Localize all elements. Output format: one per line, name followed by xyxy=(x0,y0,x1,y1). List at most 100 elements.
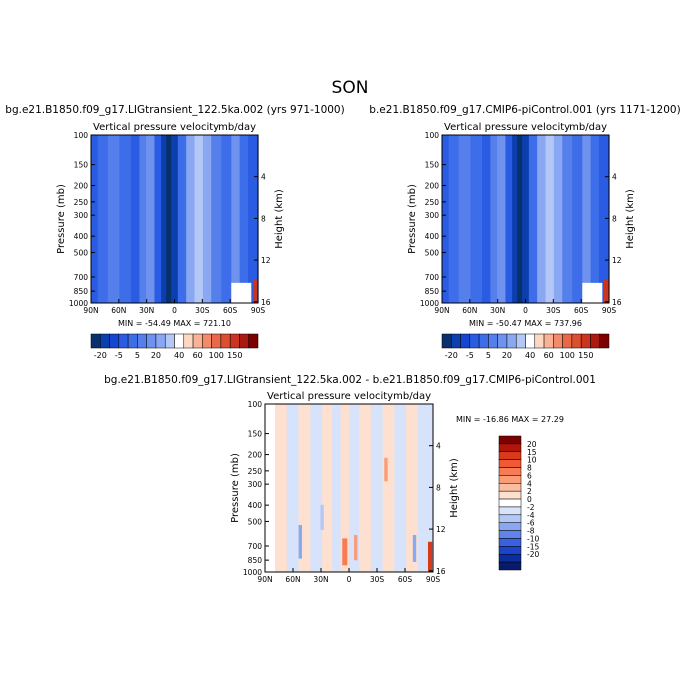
min-max-stats: MIN = -54.49 MAX = 721.10 xyxy=(118,319,231,328)
field-band xyxy=(442,135,450,303)
colorbar-swatch xyxy=(498,553,522,563)
y-tick-label: 850 xyxy=(74,287,89,296)
field-band xyxy=(448,135,460,303)
y-tick-label: 500 xyxy=(74,248,89,257)
panel-subtitle: Vertical pressure velocity xyxy=(444,122,570,133)
y-tick-label: 100 xyxy=(248,400,263,409)
y2-tick-label: 8 xyxy=(612,214,617,223)
field-band xyxy=(322,404,333,572)
colorbar-swatch xyxy=(100,333,110,349)
y2-tick-label: 4 xyxy=(436,442,441,451)
anomaly-patch xyxy=(384,457,388,482)
colorbar-swatch xyxy=(441,333,452,349)
anomaly-patch xyxy=(427,541,433,572)
colorbar-label: 2 xyxy=(527,487,532,496)
y-tick-label: 250 xyxy=(248,467,263,476)
colorbar-swatch xyxy=(497,333,508,349)
panel-lig-transient: bg.e21.B1850.f09_g17.LIGtransient_122.5k… xyxy=(5,104,344,360)
field-band xyxy=(119,135,132,303)
field-band xyxy=(528,135,538,303)
x-tick-label: 90N xyxy=(83,306,98,315)
y2-tick-label: 16 xyxy=(261,298,271,307)
x-tick-label: 60N xyxy=(462,306,477,315)
field-band xyxy=(107,135,120,303)
field-band xyxy=(349,404,360,572)
y-tick-label: 200 xyxy=(74,182,89,191)
field-band xyxy=(139,135,147,303)
y-tick-label: 250 xyxy=(74,198,89,207)
colorbar-swatch xyxy=(498,514,522,523)
field-band xyxy=(202,135,212,303)
y-tick-label: 1000 xyxy=(69,299,88,308)
field-band xyxy=(482,135,492,303)
y-tick-label: 150 xyxy=(248,430,263,439)
colorbar-swatch xyxy=(498,546,522,555)
colorbar-swatch xyxy=(498,506,522,516)
panel-title: b.e21.B1850.f09_g17.CMIP6-piControl.001 … xyxy=(369,104,680,116)
field-band xyxy=(458,135,471,303)
colorbar-swatch xyxy=(498,451,522,460)
y2-tick-label: 4 xyxy=(612,173,617,182)
colorbar-swatch xyxy=(525,333,536,349)
field-band xyxy=(497,135,507,303)
colorbar-swatch xyxy=(451,333,461,349)
field-band xyxy=(598,135,610,303)
x-tick-label: 60S xyxy=(574,306,589,315)
field-band xyxy=(505,135,513,303)
field-band xyxy=(359,404,372,572)
colorbar-label: 20 xyxy=(527,440,537,449)
colorbar-swatch xyxy=(515,333,526,349)
colorbar-label: 100 xyxy=(209,351,224,360)
colorbar-label: 8 xyxy=(527,464,532,473)
field-band xyxy=(239,135,249,303)
y2-axis-label: Height (km) xyxy=(625,189,636,249)
y2-tick-label: 8 xyxy=(261,214,266,223)
colorbar-swatch xyxy=(127,333,138,349)
colorbar-swatch xyxy=(183,333,194,349)
x-tick-label: 90N xyxy=(257,575,272,584)
colorbar-swatch xyxy=(239,333,249,349)
field-band xyxy=(553,135,563,303)
y2-axis-label: Height (km) xyxy=(274,189,285,249)
anomaly-patch xyxy=(412,535,417,562)
colorbar-label: 20 xyxy=(151,351,161,360)
field-band xyxy=(211,135,222,303)
field-band xyxy=(370,404,384,572)
colorbar-label: 40 xyxy=(174,351,184,360)
y-axis-label: Pressure (mb) xyxy=(230,453,241,523)
y2-tick-label: 12 xyxy=(612,256,622,265)
field-band xyxy=(582,135,592,303)
colorbar-swatch xyxy=(498,467,522,476)
y-tick-label: 150 xyxy=(425,161,440,170)
colorbar-label: -15 xyxy=(527,542,539,551)
colorbar-swatch xyxy=(164,333,175,349)
colorbar-swatch xyxy=(488,333,498,349)
colorbar-label: 40 xyxy=(525,351,535,360)
colorbar-label: 6 xyxy=(527,471,532,480)
colorbar-label: -20 xyxy=(527,550,539,559)
x-tick-label: 30S xyxy=(546,306,561,315)
field-band xyxy=(340,404,350,572)
field-band xyxy=(97,135,109,303)
colorbar-swatch xyxy=(506,333,517,349)
y-tick-label: 700 xyxy=(248,542,263,551)
colorbar-swatch xyxy=(553,333,563,349)
colorbar-swatch xyxy=(109,333,120,349)
field-band xyxy=(131,135,141,303)
colorbar-swatch xyxy=(202,333,212,349)
surface-upwelling xyxy=(252,279,258,303)
x-tick-label: 30N xyxy=(313,575,328,584)
y-tick-label: 300 xyxy=(248,480,263,489)
y-tick-label: 700 xyxy=(74,273,89,282)
field-band xyxy=(231,135,241,303)
field-band xyxy=(171,135,179,303)
colorbar-swatch xyxy=(220,333,231,349)
panel-units: mb/day xyxy=(569,122,607,133)
field-band xyxy=(522,135,530,303)
x-tick-label: 90S xyxy=(426,575,441,584)
colorbar-swatch xyxy=(580,333,591,349)
field-band xyxy=(394,404,407,572)
colorbar: -20 -5 5 20 40 60 100 150 xyxy=(441,333,610,360)
anomaly-patch xyxy=(320,504,324,530)
colorbar-swatch xyxy=(498,490,522,500)
